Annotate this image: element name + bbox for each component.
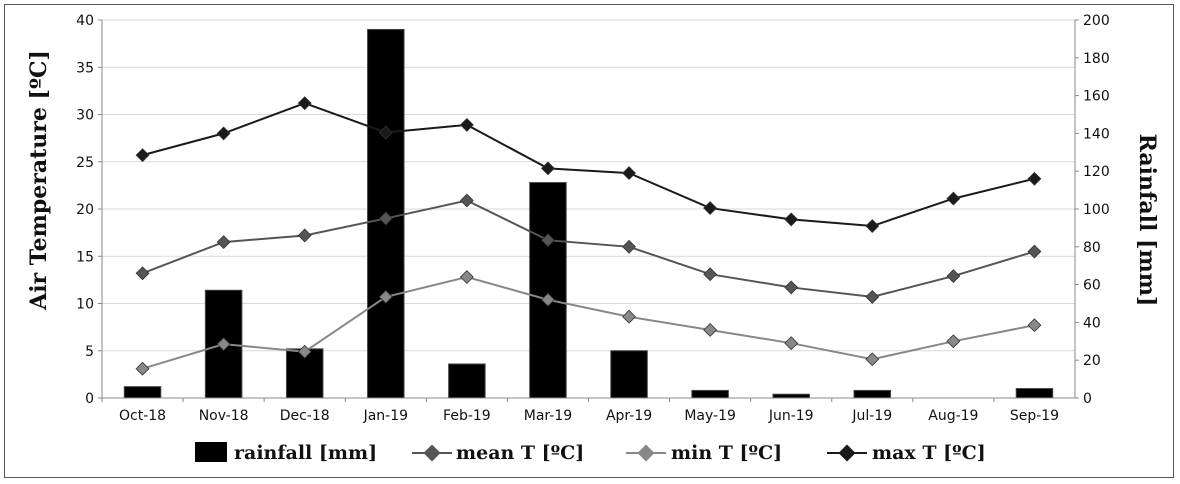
series-line-1	[142, 276, 1035, 370]
left-axis-title: Air Temperature [ºC]	[26, 50, 52, 311]
left-tick-label: 5	[85, 344, 94, 360]
right-axis-ticks: 0 20 40 60 80 100 120 140 160 180 200	[1075, 13, 1110, 407]
right-tick-label: 200	[1083, 13, 1110, 29]
legend: rainfall [mm] mean T [ºC] min T [ºC] max…	[195, 442, 986, 464]
series-point-0	[541, 233, 555, 248]
series-point-1	[135, 361, 150, 376]
legend-label-max: max T [ºC]	[872, 442, 986, 464]
series-line-0	[142, 199, 1035, 298]
left-tick-label: 40	[76, 13, 94, 29]
x-tick-label: Feb-19	[443, 408, 491, 424]
series-point-1	[784, 336, 799, 351]
rainfall-bar	[772, 393, 810, 399]
x-tick-label: Apr-19	[606, 408, 652, 424]
series-point-1	[459, 270, 474, 284]
left-tick-label: 35	[76, 60, 94, 76]
series-line-2	[142, 102, 1035, 228]
legend-label-rainfall: rainfall [mm]	[234, 442, 377, 464]
series-point-0	[946, 269, 961, 284]
legend-label-min: min T [ºC]	[671, 442, 782, 464]
rainfall-bar	[610, 350, 648, 399]
x-tick-label: Mar-19	[524, 408, 572, 424]
right-tick-label: 20	[1083, 353, 1101, 369]
temperature-lines	[135, 96, 1042, 376]
series-point-1	[216, 337, 231, 352]
series-point-0	[216, 235, 231, 250]
series-point-2	[865, 219, 880, 233]
left-axis-ticks: 0 5 10 15 20 25 30 35 40	[76, 13, 102, 407]
series-point-2	[135, 148, 150, 163]
legend-marker-min	[637, 444, 655, 462]
series-point-1	[378, 289, 393, 304]
series-point-0	[784, 280, 799, 295]
x-tick-label: May-19	[684, 408, 736, 424]
left-tick-label: 0	[85, 391, 94, 407]
right-tick-label: 180	[1083, 51, 1110, 67]
x-tick-label: Sep-19	[1010, 408, 1059, 424]
series-point-0	[703, 267, 718, 282]
series-point-0	[459, 193, 474, 208]
grid-lines	[102, 19, 1075, 352]
x-axis-ticks: Oct-18 Nov-18 Dec-18 Jan-19 Feb-19 Mar-19 Apr-…	[101, 398, 1059, 424]
x-tick-label: Dec-18	[280, 408, 330, 424]
rainfall-bar	[448, 363, 486, 399]
x-tick-label: Nov-18	[199, 408, 249, 424]
series-point-2	[378, 125, 393, 140]
series-point-2	[297, 96, 312, 111]
series-point-1	[622, 309, 636, 324]
x-tick-label: Oct-18	[119, 408, 166, 424]
right-axis-title: Rainfall [mm]	[1134, 134, 1160, 307]
series-point-0	[1027, 244, 1042, 259]
series-point-2	[1027, 171, 1042, 186]
series-point-2	[784, 212, 799, 227]
series-point-0	[378, 211, 393, 226]
series-point-0	[865, 289, 880, 304]
right-tick-label: 100	[1083, 202, 1110, 218]
left-tick-label: 15	[76, 249, 94, 265]
x-tick-label: Aug-19	[928, 408, 978, 424]
series-point-1	[1027, 318, 1042, 333]
left-tick-label: 20	[76, 202, 94, 218]
right-tick-label: 140	[1083, 126, 1110, 142]
x-tick-label: Jan-19	[363, 408, 408, 424]
series-point-1	[703, 323, 718, 337]
legend-label-mean: mean T [ºC]	[456, 442, 584, 464]
legend-marker-max	[838, 444, 856, 462]
series-point-1	[297, 344, 312, 359]
series-point-2	[703, 201, 718, 215]
series-point-2	[459, 117, 474, 132]
series-point-2	[946, 191, 961, 206]
legend-swatch-rainfall	[195, 442, 227, 462]
series-point-0	[297, 228, 312, 243]
rainfall-bar	[529, 182, 567, 399]
rainfall-bar	[691, 389, 729, 399]
rainfall-bar	[123, 386, 162, 399]
right-tick-label: 40	[1083, 315, 1101, 331]
right-tick-label: 60	[1083, 278, 1101, 294]
x-tick-label: Jul-19	[851, 408, 892, 424]
right-tick-label: 0	[1083, 391, 1092, 407]
rainfall-bar	[1015, 388, 1054, 399]
legend-marker-mean	[423, 444, 441, 462]
left-tick-label: 30	[76, 108, 94, 124]
right-tick-label: 120	[1083, 164, 1110, 180]
rainfall-bar	[853, 389, 892, 399]
left-tick-label: 25	[76, 155, 94, 171]
series-point-0	[622, 239, 636, 254]
series-point-2	[622, 166, 636, 181]
series-point-0	[135, 266, 150, 281]
x-tick-label: Jun-19	[768, 408, 814, 424]
series-point-1	[865, 352, 880, 367]
left-tick-label: 10	[76, 297, 94, 313]
series-point-1	[541, 292, 555, 307]
right-tick-label: 160	[1083, 89, 1110, 105]
rainfall-bars	[123, 28, 1054, 399]
series-point-2	[216, 126, 231, 141]
series-point-2	[541, 161, 555, 176]
right-tick-label: 80	[1083, 240, 1101, 256]
series-point-1	[946, 334, 961, 349]
